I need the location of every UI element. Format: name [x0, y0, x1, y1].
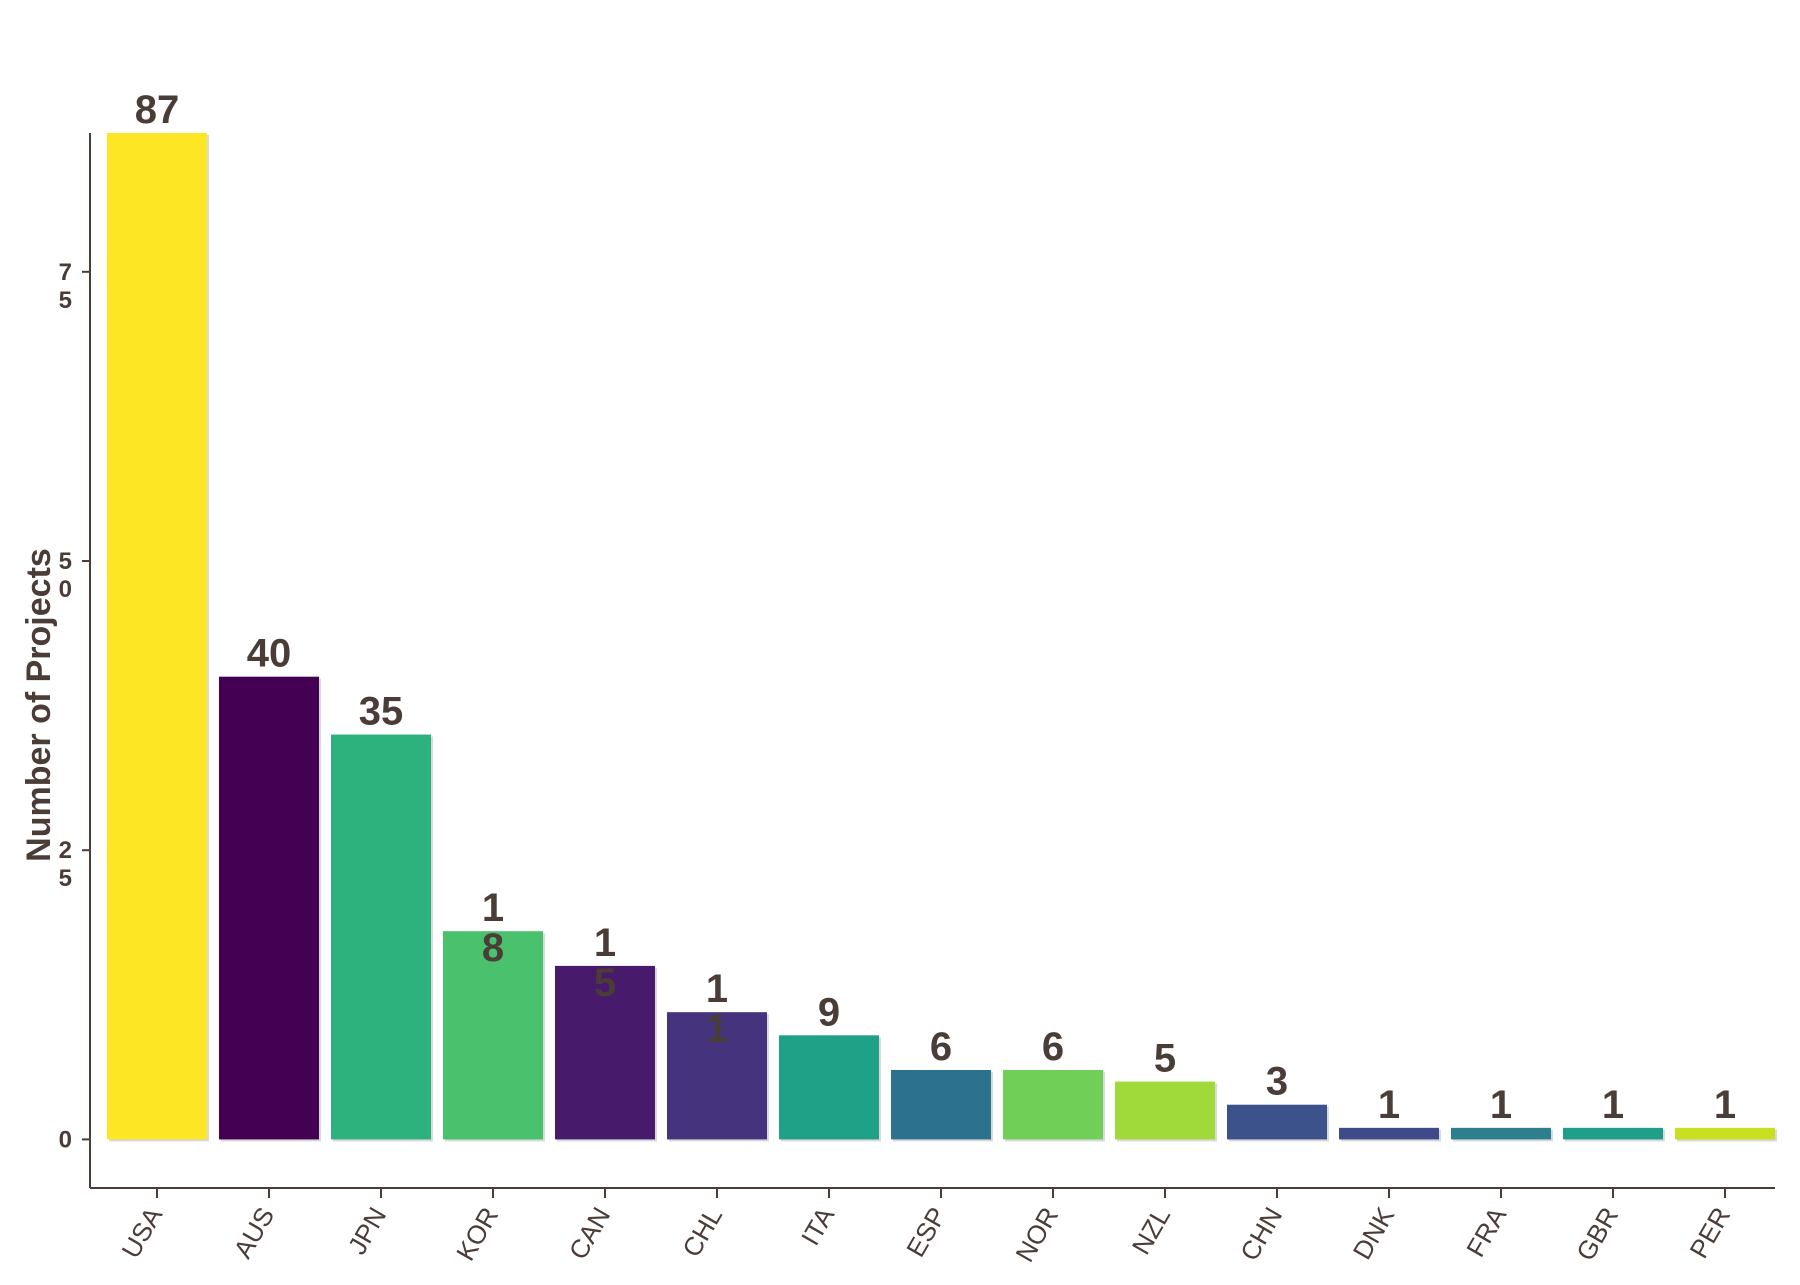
data-label-line: 1 — [594, 921, 616, 965]
x-tick-label-can: CAN — [563, 1202, 616, 1265]
y-tick-label-line: 0 — [59, 1126, 72, 1153]
y-tick-label-50: 50 — [59, 548, 72, 603]
bar-fra — [1451, 1127, 1551, 1140]
data-label-fra: 1 — [1490, 1083, 1512, 1127]
y-tick-label-line: 7 — [59, 259, 72, 286]
data-label-line: 35 — [359, 690, 404, 734]
x-tick-label-aus: AUS — [227, 1202, 280, 1263]
bar-chn — [1227, 1104, 1327, 1140]
x-tick-label-usa: USA — [115, 1201, 168, 1263]
x-tick-label-dnk: DNK — [1347, 1201, 1401, 1264]
bar-usa — [107, 133, 207, 1140]
bar-esp — [891, 1070, 991, 1140]
x-tick-label-fra: FRA — [1460, 1201, 1512, 1262]
x-tick-label-esp: ESP — [900, 1202, 952, 1262]
data-label-line: 1 — [482, 886, 504, 930]
data-label-line: 8 — [482, 926, 504, 970]
bar-dnk — [1339, 1127, 1439, 1140]
bar-chl — [667, 1012, 767, 1140]
data-label-esp: 6 — [930, 1025, 952, 1069]
x-tick-label-jpn: JPN — [342, 1202, 393, 1260]
data-label-line: 3 — [1266, 1060, 1288, 1104]
x-tick-label-nor: NOR — [1009, 1202, 1064, 1267]
data-label-per: 1 — [1714, 1083, 1736, 1127]
data-label-line: 1 — [706, 1007, 728, 1051]
data-label-line: 40 — [247, 632, 292, 676]
bar-jpn — [331, 734, 431, 1140]
data-label-ita: 9 — [818, 990, 840, 1034]
data-label-chn: 3 — [1266, 1060, 1288, 1104]
bar-can — [555, 965, 655, 1140]
bar-nzl — [1115, 1081, 1215, 1140]
data-label-line: 5 — [1154, 1037, 1176, 1081]
bar-gbr — [1563, 1127, 1663, 1140]
data-label-line: 5 — [594, 961, 616, 1005]
data-label-usa: 87 — [135, 88, 180, 132]
x-tick-label-ita: ITA — [795, 1201, 841, 1250]
x-tick-label-per: PER — [1683, 1202, 1736, 1263]
data-label-nzl: 5 — [1154, 1037, 1176, 1081]
y-axis-title: Number of Projects — [20, 548, 58, 862]
x-ticks: USA AUS JPN KOR CAN CHL ITA ESP NOR NZL CHN DNK FRA G… — [115, 1188, 1736, 1267]
bar-per — [1675, 1127, 1775, 1140]
data-label-line: 87 — [135, 88, 180, 132]
data-label-can: 15 — [594, 921, 616, 1005]
y-tick-label-25: 25 — [59, 837, 72, 892]
data-label-kor: 18 — [482, 886, 504, 970]
bars-layer — [107, 133, 1777, 1142]
y-tick-label-line: 5 — [59, 548, 72, 575]
y-tick-label-line: 5 — [59, 287, 72, 314]
data-label-line: 1 — [1490, 1083, 1512, 1127]
data-label-line: 1 — [1602, 1083, 1624, 1127]
x-tick-label-kor: KOR — [450, 1202, 504, 1266]
data-label-jpn: 35 — [359, 690, 404, 734]
bar-ita — [779, 1035, 879, 1140]
data-label-line: 1 — [1378, 1083, 1400, 1127]
y-tick-label-line: 0 — [59, 576, 72, 603]
data-label-chl: 11 — [706, 967, 728, 1051]
data-label-line: 6 — [930, 1025, 952, 1069]
bar-nor — [1003, 1070, 1103, 1140]
bar-kor — [443, 931, 543, 1140]
axes-layer — [89, 133, 1775, 1189]
data-label-line: 1 — [706, 967, 728, 1011]
y-tick-label-line: 5 — [59, 865, 72, 892]
x-tick-label-chn: CHN — [1234, 1202, 1288, 1266]
x-tick-label-gbr: GBR — [1570, 1202, 1624, 1266]
data-label-dnk: 1 — [1378, 1083, 1400, 1127]
data-label-line: 6 — [1042, 1025, 1064, 1069]
data-label-nor: 6 — [1042, 1025, 1064, 1069]
data-label-line: 9 — [818, 990, 840, 1034]
data-label-line: 1 — [1714, 1083, 1736, 1127]
bar-aus — [219, 676, 319, 1140]
y-tick-label-0: 0 — [59, 1126, 72, 1153]
data-label-aus: 40 — [247, 632, 292, 676]
data-label-gbr: 1 — [1602, 1083, 1624, 1127]
x-tick-label-chl: CHL — [676, 1202, 728, 1262]
y-tick-label-line: 2 — [59, 837, 72, 864]
x-tick-label-nzl: NZL — [1126, 1202, 1177, 1260]
y-tick-label-75: 75 — [59, 259, 72, 314]
